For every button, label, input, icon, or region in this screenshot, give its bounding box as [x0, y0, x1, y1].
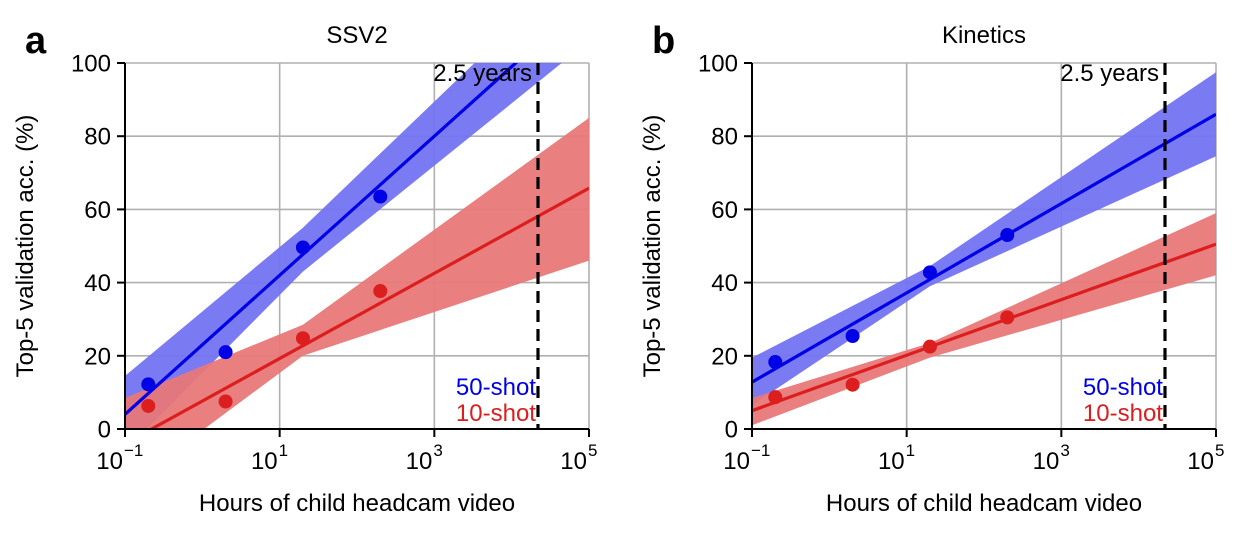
fit-line-10-shot — [148, 186, 589, 429]
y-axis-label: Top-5 validation acc. (%) — [639, 115, 666, 378]
x-axis-label: Hours of child headcam video — [826, 490, 1142, 517]
y-tick-label: 40 — [84, 270, 111, 297]
x-tick-label: 10 1 — [878, 441, 915, 475]
y-tick-label: 80 — [84, 124, 111, 151]
panel-label: b — [652, 20, 675, 62]
x-tick-label-base: 10 — [560, 448, 587, 475]
confidence-band-50-shot — [125, 63, 562, 429]
legend-entry-10-shot: 10-shot — [1083, 400, 1163, 427]
x-tick-label-exponent: 5 — [588, 441, 597, 460]
x-tick-label-base: 10 — [251, 448, 278, 475]
x-tick-label: 10 1 — [251, 441, 288, 475]
x-tick-label: 10 3 — [1033, 441, 1070, 475]
x-tick-label-base: 10 — [1033, 448, 1060, 475]
data-point-50-shot — [922, 265, 937, 280]
x-tick-label-base: 10 — [878, 448, 905, 475]
x-tick-label-exponent: 3 — [433, 441, 442, 460]
x-tick-label: 10 5 — [1187, 441, 1224, 475]
y-axis-label: Top-5 validation acc. (%) — [12, 115, 39, 378]
legend-entry-10-shot: 10-shot — [456, 400, 536, 427]
fit-line-50-shot — [752, 112, 1216, 384]
y-tick-label: 20 — [711, 343, 738, 370]
x-tick-label-exponent: −1 — [751, 441, 770, 460]
data-point-10-shot — [373, 284, 388, 299]
x-tick-label-exponent: 1 — [279, 441, 288, 460]
y-tick-label: 0 — [725, 417, 738, 444]
data-point-10-shot — [141, 398, 156, 413]
y-tick-label: 0 — [98, 417, 111, 444]
data-point-10-shot — [295, 331, 310, 346]
data-point-10-shot — [218, 394, 233, 409]
fit-line-10-shot — [752, 242, 1216, 413]
data-point-10-shot — [845, 377, 860, 392]
confidence-band-10-shot — [125, 117, 589, 429]
plot-area — [125, 63, 589, 429]
x-tick-label-base: 10 — [96, 448, 123, 475]
data-point-50-shot — [141, 377, 156, 392]
vline-label: 2.5 years — [1060, 60, 1159, 87]
x-tick-label-base: 10 — [406, 448, 433, 475]
data-point-50-shot — [373, 189, 388, 204]
vline-label: 2.5 years — [433, 60, 532, 87]
x-tick-label-exponent: 3 — [1060, 441, 1069, 460]
y-tick-label: 20 — [84, 343, 111, 370]
fit-line-50-shot — [125, 63, 519, 416]
data-point-10-shot — [922, 339, 937, 354]
legend-entry-50-shot: 50-shot — [1083, 374, 1163, 401]
y-tick-label: 60 — [84, 197, 111, 224]
y-tick-label: 100 — [698, 51, 738, 78]
x-tick-label: 10 3 — [406, 441, 443, 475]
x-tick-label-exponent: −1 — [124, 441, 143, 460]
x-tick-label-exponent: 5 — [1215, 441, 1224, 460]
data-point-10-shot — [768, 390, 783, 405]
data-point-50-shot — [218, 345, 233, 360]
data-point-10-shot — [1000, 310, 1015, 325]
confidence-band-10-shot — [752, 213, 1216, 426]
chart-title: Kinetics — [942, 22, 1026, 49]
legend-entry-50-shot: 50-shot — [456, 374, 536, 401]
y-tick-label: 100 — [71, 51, 111, 78]
data-point-50-shot — [768, 355, 783, 370]
x-tick-label-base: 10 — [1187, 448, 1214, 475]
data-point-50-shot — [295, 240, 310, 255]
y-tick-label: 80 — [711, 124, 738, 151]
x-tick-label: 10 −1 — [723, 441, 770, 475]
data-point-50-shot — [845, 329, 860, 344]
x-tick-label: 10 −1 — [96, 441, 143, 475]
x-tick-label-exponent: 1 — [906, 441, 915, 460]
panel-label: a — [25, 20, 47, 62]
plot-area — [752, 72, 1216, 426]
confidence-band-50-shot — [752, 72, 1216, 406]
x-axis-label: Hours of child headcam video — [199, 490, 515, 517]
x-tick-label-base: 10 — [723, 448, 750, 475]
x-tick-label: 10 5 — [560, 441, 597, 475]
chart-title: SSV2 — [326, 22, 387, 49]
data-point-50-shot — [1000, 228, 1015, 243]
y-tick-label: 40 — [711, 270, 738, 297]
y-tick-label: 60 — [711, 197, 738, 224]
